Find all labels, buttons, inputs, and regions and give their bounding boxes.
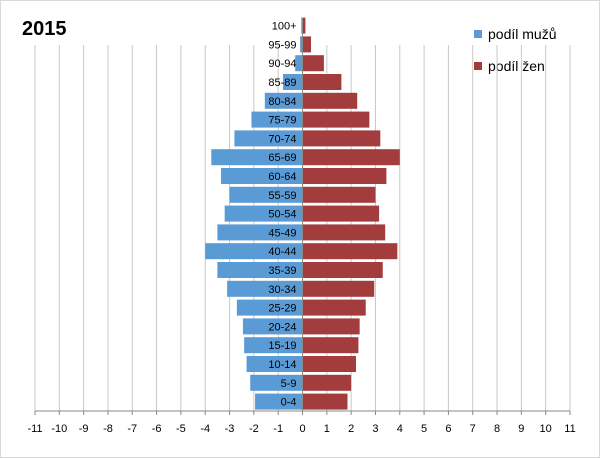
bar-women bbox=[302, 55, 324, 72]
x-tick-label: 0 bbox=[299, 423, 305, 435]
chart-title: 2015 bbox=[22, 18, 67, 40]
category-label: 10-14 bbox=[268, 359, 296, 371]
bar-women bbox=[302, 280, 375, 297]
x-tick-label: 2 bbox=[348, 423, 354, 435]
x-tick-label: 4 bbox=[397, 423, 403, 435]
bar-men bbox=[255, 393, 303, 410]
bar-men bbox=[250, 374, 303, 391]
category-label: 80-84 bbox=[268, 96, 296, 108]
bar-women bbox=[302, 262, 383, 278]
bar-men bbox=[264, 92, 303, 109]
bar-women bbox=[302, 92, 358, 109]
legend: podíl mužů podíl žen bbox=[474, 18, 556, 82]
bar-men bbox=[251, 111, 303, 128]
x-tick-label: -10 bbox=[51, 423, 67, 435]
x-tick-label: 5 bbox=[421, 423, 427, 435]
bar-men bbox=[301, 17, 303, 34]
bar-women bbox=[302, 356, 356, 372]
bar-women bbox=[302, 374, 352, 391]
category-label: 20-24 bbox=[268, 321, 296, 333]
category-label: 15-19 bbox=[268, 340, 296, 352]
x-tick-label: 8 bbox=[494, 423, 500, 435]
legend-item-women: podíl žen bbox=[474, 50, 556, 82]
legend-swatch-men bbox=[474, 30, 482, 38]
x-tick-label: -11 bbox=[27, 423, 42, 435]
x-tick-label: 7 bbox=[470, 423, 476, 435]
x-tick-label: -9 bbox=[79, 423, 89, 435]
category-label: 70-74 bbox=[268, 133, 296, 145]
x-tick-label: 6 bbox=[445, 423, 451, 435]
x-tick-label: 3 bbox=[372, 423, 378, 435]
x-tick-label: 10 bbox=[540, 423, 552, 435]
category-label: 50-54 bbox=[268, 209, 296, 221]
bar-women bbox=[302, 74, 342, 90]
legend-label-women: podíl žen bbox=[488, 58, 545, 74]
bar-men bbox=[227, 280, 303, 297]
bar-men bbox=[221, 168, 303, 184]
bar-men bbox=[224, 205, 303, 222]
bar-women bbox=[302, 149, 400, 166]
category-label: 60-64 bbox=[268, 171, 296, 183]
bar-men bbox=[234, 130, 303, 147]
bar-women bbox=[302, 299, 366, 316]
legend-swatch-women bbox=[474, 62, 482, 70]
category-label: 75-79 bbox=[268, 115, 296, 127]
bar-women bbox=[302, 243, 398, 260]
category-label: 85-89 bbox=[268, 77, 296, 89]
x-tick-label: -4 bbox=[200, 423, 210, 435]
bar-women bbox=[302, 224, 386, 241]
category-label: 55-59 bbox=[268, 190, 296, 202]
bar-men bbox=[229, 186, 303, 203]
legend-item-men: podíl mužů bbox=[474, 18, 556, 50]
x-tick-label: -5 bbox=[176, 423, 186, 435]
bar-women bbox=[302, 337, 359, 354]
category-label: 90-94 bbox=[268, 58, 296, 70]
x-tick-label: -1 bbox=[273, 423, 283, 435]
category-label: 0-4 bbox=[281, 397, 297, 409]
x-tick-label: 11 bbox=[564, 423, 575, 435]
bar-men bbox=[205, 243, 303, 260]
bar-women bbox=[302, 205, 380, 222]
bar-women bbox=[302, 111, 370, 128]
bar-men bbox=[211, 149, 303, 166]
bar-women bbox=[302, 168, 387, 184]
legend-label-men: podíl mužů bbox=[488, 26, 557, 42]
x-tick-label: -3 bbox=[225, 423, 235, 435]
category-label: 35-39 bbox=[268, 265, 296, 277]
category-label: 25-29 bbox=[268, 303, 296, 315]
x-tick-label: -7 bbox=[127, 423, 137, 435]
category-label: 5-9 bbox=[281, 378, 297, 390]
category-label: 30-34 bbox=[268, 284, 296, 296]
x-tick-label: -2 bbox=[249, 423, 259, 435]
bar-men bbox=[246, 356, 303, 372]
x-tick-label: 1 bbox=[324, 423, 330, 435]
category-label: 45-49 bbox=[268, 227, 296, 239]
category-label: 100+ bbox=[272, 21, 297, 33]
category-label: 40-44 bbox=[268, 246, 296, 258]
bar-women bbox=[302, 36, 312, 53]
category-label: 95-99 bbox=[268, 39, 296, 51]
bar-men bbox=[283, 74, 303, 90]
bar-women bbox=[302, 17, 306, 34]
bar-women bbox=[302, 186, 376, 203]
x-tick-label: 9 bbox=[518, 423, 524, 435]
bar-men bbox=[217, 262, 303, 278]
bar-women bbox=[302, 130, 381, 147]
bar-men bbox=[242, 318, 303, 335]
x-tick-label: -6 bbox=[152, 423, 162, 435]
bar-men bbox=[244, 337, 303, 354]
category-label: 65-69 bbox=[268, 152, 296, 164]
bar-men bbox=[295, 55, 303, 72]
bar-men bbox=[236, 299, 303, 316]
bar-men bbox=[217, 224, 303, 241]
bar-women bbox=[302, 318, 360, 335]
bar-women bbox=[302, 393, 348, 410]
bar-men bbox=[300, 36, 303, 53]
x-tick-label: -8 bbox=[103, 423, 113, 435]
